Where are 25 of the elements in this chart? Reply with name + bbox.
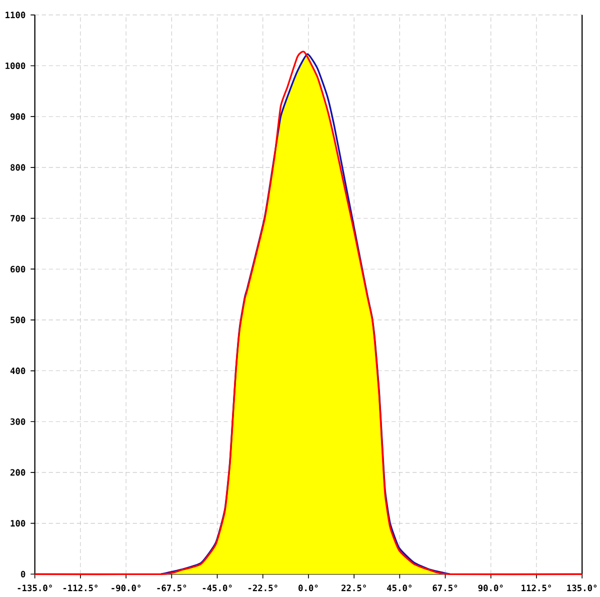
y-tick-label: 500 <box>10 316 26 324</box>
x-tick-label: 45.0° <box>387 584 412 592</box>
y-tick-label: 1100 <box>6 12 26 18</box>
x-tick-label: -22.5° <box>248 584 278 592</box>
x-tick-label: -45.0° <box>202 584 232 592</box>
x-tick-label: 67.5° <box>432 584 458 592</box>
x-tick-label: -112.5° <box>63 584 98 592</box>
x-tick-label: 135.0° <box>567 584 597 592</box>
x-tick-label: 0.0° <box>298 584 318 592</box>
x-tick-label: 22.5° <box>341 584 366 592</box>
x-tick-label: -90.0° <box>112 584 140 592</box>
x-tick-label: 112.5° <box>522 584 551 592</box>
y-tick-label: 400 <box>10 368 26 374</box>
y-tick-label: 200 <box>10 469 26 476</box>
y-tick-label: 100 <box>10 520 26 527</box>
x-tick-label: -135.0° <box>18 584 52 592</box>
y-tick-label: 800 <box>10 164 26 171</box>
y-tick-label: 300 <box>10 418 26 425</box>
y-tick-label: 1000 <box>6 62 26 70</box>
x-tick-label: -67.5° <box>157 584 186 592</box>
y-tick-label: 900 <box>10 113 26 120</box>
y-tick-label: 0 <box>20 570 26 578</box>
y-tick-label: 700 <box>10 215 26 222</box>
y-tick-label: 600 <box>10 266 26 272</box>
x-tick-label: 90.0° <box>478 584 503 592</box>
